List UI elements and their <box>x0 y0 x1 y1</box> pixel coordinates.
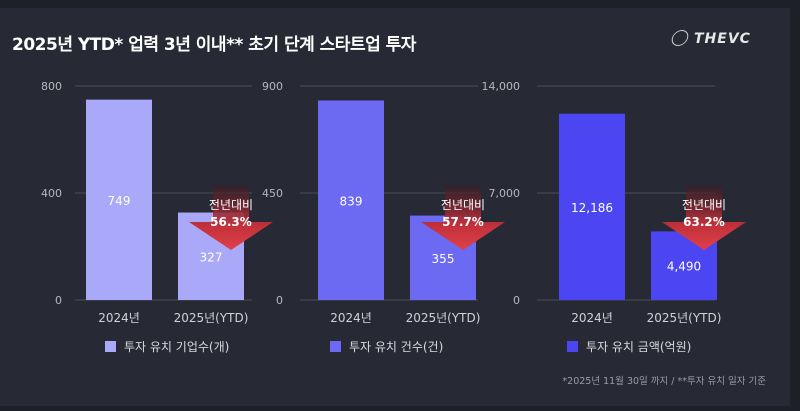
legend-label: 투자 유치 금액(억원) <box>586 340 691 354</box>
y-tick-label: 7,000 <box>489 187 521 200</box>
x-tick-label: 2024년 <box>98 311 140 325</box>
decrease-arrow-icon <box>421 186 505 250</box>
y-tick-label: 900 <box>262 80 283 93</box>
y-tick-label: 0 <box>55 294 62 307</box>
page-title: 2025년 YTD* 업력 3년 이내** 초기 단계 스타트업 투자 <box>12 35 416 55</box>
annotation-value: 57.7% <box>442 215 484 229</box>
logo-ring-icon <box>669 30 691 46</box>
bar-value-label: 839 <box>340 194 363 208</box>
x-tick-label: 2024년 <box>571 311 613 325</box>
footnote: *2025년 11월 30일 까지 / **투자 유치 일자 기준 <box>562 376 766 387</box>
thevc-logo: THEVC <box>669 30 751 47</box>
x-tick-label: 2025년(YTD) <box>647 311 722 325</box>
bar-value-label: 355 <box>432 252 455 266</box>
bar-value-label: 12,186 <box>571 201 613 215</box>
bar-value-label: 327 <box>200 250 223 264</box>
annotation-label: 전년대비 <box>682 198 726 212</box>
annotation-value: 63.2% <box>683 215 725 229</box>
y-tick-label: 400 <box>41 187 62 200</box>
bar-value-label: 4,490 <box>667 260 701 274</box>
y-tick-label: 450 <box>262 187 283 200</box>
decrease-arrow-icon <box>189 186 273 250</box>
bar <box>318 100 384 300</box>
y-tick-label: 0 <box>513 294 520 307</box>
bar-value-label: 749 <box>108 194 131 208</box>
legend-swatch <box>567 341 578 352</box>
annotation-value: 56.3% <box>210 215 252 229</box>
annotation-label: 전년대비 <box>209 198 253 212</box>
annotation-label: 전년대비 <box>441 198 485 212</box>
decrease-arrow-icon <box>662 186 746 250</box>
x-tick-label: 2025년(YTD) <box>406 311 481 325</box>
bar <box>559 113 625 300</box>
legend-swatch <box>330 341 341 352</box>
y-tick-label: 800 <box>41 80 62 93</box>
y-tick-label: 0 <box>276 294 283 307</box>
x-tick-label: 2024년 <box>330 311 372 325</box>
legend-swatch <box>105 341 116 352</box>
legend-label: 투자 유치 기업수(개) <box>124 340 229 354</box>
logo-text: THEVC <box>694 31 751 47</box>
legend-label: 투자 유치 건수(건) <box>349 340 443 354</box>
bar <box>86 99 152 300</box>
x-tick-label: 2025년(YTD) <box>174 311 249 325</box>
y-tick-label: 14,000 <box>482 80 521 93</box>
